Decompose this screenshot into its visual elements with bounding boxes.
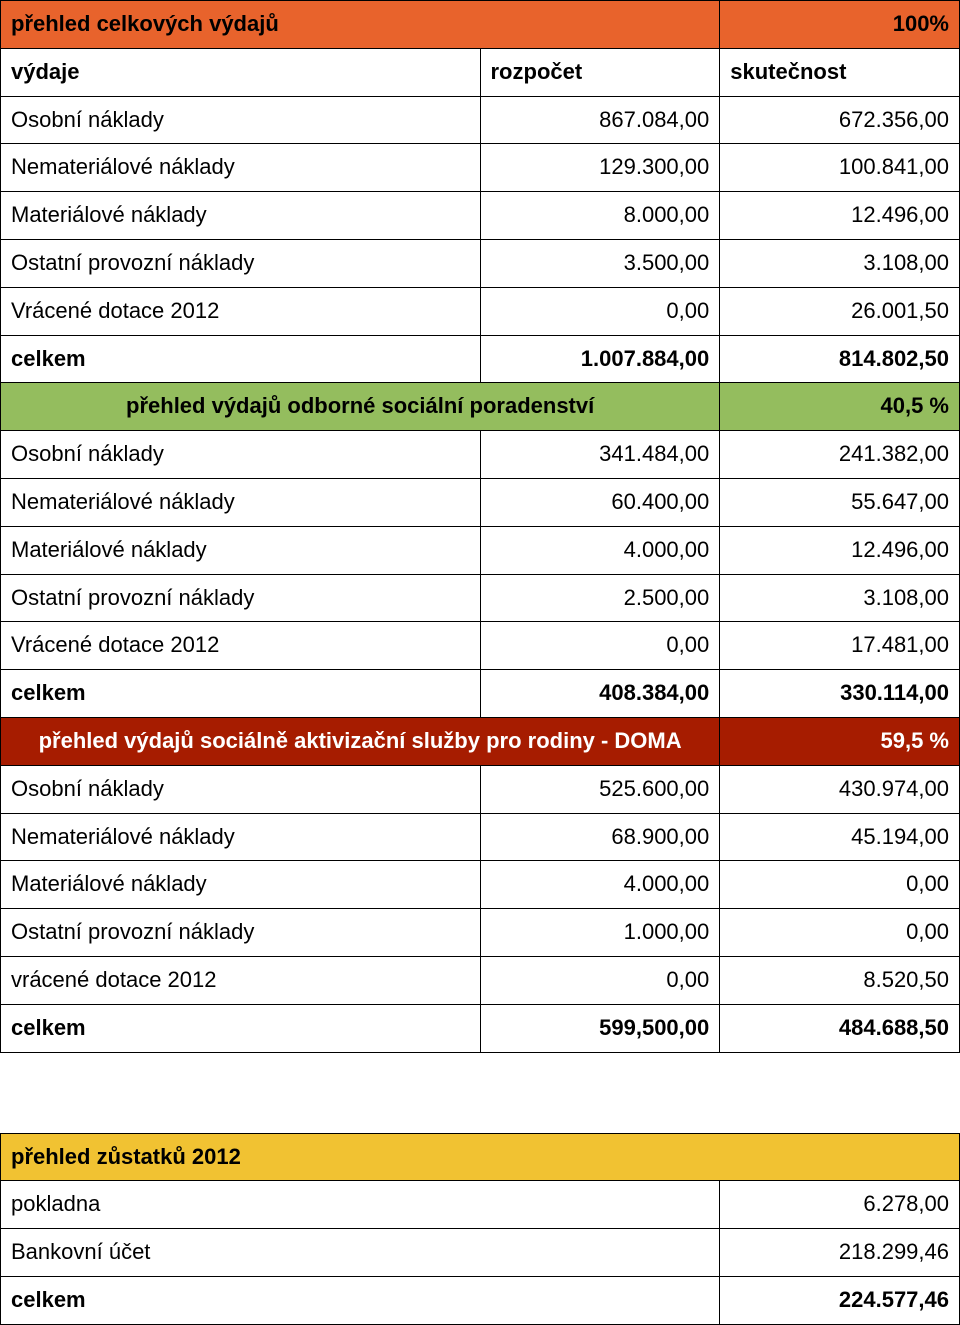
row-val1: 599,500,00 [480,1004,720,1052]
table-row: Bankovní účet 218.299,46 [1,1229,960,1277]
table-row: Materiálové náklady 4.000,00 12.496,00 [1,526,960,574]
row-label: Materiálové náklady [1,526,481,574]
row-val1: 867.084,00 [480,96,720,144]
table-row: Osobní náklady 525.600,00 430.974,00 [1,765,960,813]
row-val2: 0,00 [720,909,960,957]
row-val2: 0,00 [720,861,960,909]
header-green-label: přehled výdajů odborné sociální poradens… [1,383,720,431]
row-val1: 341.484,00 [480,431,720,479]
table-row: Materiálové náklady 4.000,00 0,00 [1,861,960,909]
row-label: Materiálové náklady [1,192,481,240]
section-total-row: celkem 408.384,00 330.114,00 [1,670,960,718]
row-label: Bankovní účet [1,1229,720,1277]
row-label: Osobní náklady [1,765,481,813]
row-val2: 484.688,50 [720,1004,960,1052]
header-red-label: přehled výdajů sociálně aktivizační služ… [1,717,720,765]
row-val2: 430.974,00 [720,765,960,813]
table-row: Osobní náklady 341.484,00 241.382,00 [1,431,960,479]
row-val2: 55.647,00 [720,478,960,526]
row-label: Ostatní provozní náklady [1,909,481,957]
row-val1: 2.500,00 [480,574,720,622]
row-label: Nemateriálové náklady [1,478,481,526]
row-label: Osobní náklady [1,96,481,144]
row-val2: 100.841,00 [720,144,960,192]
header-red-pct: 59,5 % [720,717,960,765]
row-label: celkem [1,1004,481,1052]
header-total-row: přehled celkových výdajů 100% [1,1,960,49]
row-label: Nemateriálové náklady [1,813,481,861]
balances-header-label: přehled zůstatků 2012 [1,1133,960,1181]
table-row: pokladna 6.278,00 [1,1181,960,1229]
row-val2: 672.356,00 [720,96,960,144]
row-val1: 4.000,00 [480,526,720,574]
row-val: 224.577,46 [720,1276,960,1324]
row-val1: 129.300,00 [480,144,720,192]
row-label: pokladna [1,1181,720,1229]
expenses-table: přehled celkových výdajů 100% výdaje roz… [0,0,960,1053]
row-label: Materiálové náklady [1,861,481,909]
section-total-row: celkem 1.007.884,00 814.802,50 [1,335,960,383]
row-val1: 3.500,00 [480,239,720,287]
balances-header-row: přehled zůstatků 2012 [1,1133,960,1181]
row-val2: 3.108,00 [720,574,960,622]
row-val1: 0,00 [480,287,720,335]
spacer [0,1053,960,1133]
row-val: 218.299,46 [720,1229,960,1277]
row-val: 6.278,00 [720,1181,960,1229]
table-row: Vrácené dotace 2012 0,00 26.001,50 [1,287,960,335]
header-green-row: přehled výdajů odborné sociální poradens… [1,383,960,431]
row-val1: 8.000,00 [480,192,720,240]
row-label: celkem [1,335,481,383]
row-label: Vrácené dotace 2012 [1,622,481,670]
row-val1: 1.000,00 [480,909,720,957]
table-row: Nemateriálové náklady 129.300,00 100.841… [1,144,960,192]
header-green-pct: 40,5 % [720,383,960,431]
row-val2: 3.108,00 [720,239,960,287]
table-row: Ostatní provozní náklady 1.000,00 0,00 [1,909,960,957]
row-val1: 0,00 [480,956,720,1004]
row-val2: 814.802,50 [720,335,960,383]
row-label: celkem [1,670,481,718]
row-val2: 12.496,00 [720,526,960,574]
row-label: Nemateriálové náklady [1,144,481,192]
row-label: Ostatní provozní náklady [1,239,481,287]
row-val2: 45.194,00 [720,813,960,861]
table-row: Nemateriálové náklady 68.900,00 45.194,0… [1,813,960,861]
balances-table: přehled zůstatků 2012 pokladna 6.278,00 … [0,1133,960,1325]
header-red-row: přehled výdajů sociálně aktivizační služ… [1,717,960,765]
table-row: Ostatní provozní náklady 3.500,00 3.108,… [1,239,960,287]
table-row: Osobní náklady 867.084,00 672.356,00 [1,96,960,144]
table-row: vrácené dotace 2012 0,00 8.520,50 [1,956,960,1004]
row-val2: 330.114,00 [720,670,960,718]
row-val2: 241.382,00 [720,431,960,479]
col-header-1: výdaje [1,48,481,96]
row-val1: 60.400,00 [480,478,720,526]
row-val1: 525.600,00 [480,765,720,813]
row-val1: 68.900,00 [480,813,720,861]
row-val1: 0,00 [480,622,720,670]
row-val2: 17.481,00 [720,622,960,670]
row-label: Vrácené dotace 2012 [1,287,481,335]
row-label: Osobní náklady [1,431,481,479]
col-header-3: skutečnost [720,48,960,96]
row-label: vrácené dotace 2012 [1,956,481,1004]
row-label: celkem [1,1276,720,1324]
row-val2: 8.520,50 [720,956,960,1004]
table-row: Nemateriálové náklady 60.400,00 55.647,0… [1,478,960,526]
table-row: Vrácené dotace 2012 0,00 17.481,00 [1,622,960,670]
row-val2: 12.496,00 [720,192,960,240]
row-label: Ostatní provozní náklady [1,574,481,622]
row-val1: 4.000,00 [480,861,720,909]
column-headers-row: výdaje rozpočet skutečnost [1,48,960,96]
section-total-row: celkem 599,500,00 484.688,50 [1,1004,960,1052]
row-val1: 1.007.884,00 [480,335,720,383]
col-header-2: rozpočet [480,48,720,96]
balances-total-row: celkem 224.577,46 [1,1276,960,1324]
header-total-label: přehled celkových výdajů [1,1,720,49]
row-val1: 408.384,00 [480,670,720,718]
table-row: Ostatní provozní náklady 2.500,00 3.108,… [1,574,960,622]
row-val2: 26.001,50 [720,287,960,335]
header-total-pct: 100% [720,1,960,49]
table-row: Materiálové náklady 8.000,00 12.496,00 [1,192,960,240]
